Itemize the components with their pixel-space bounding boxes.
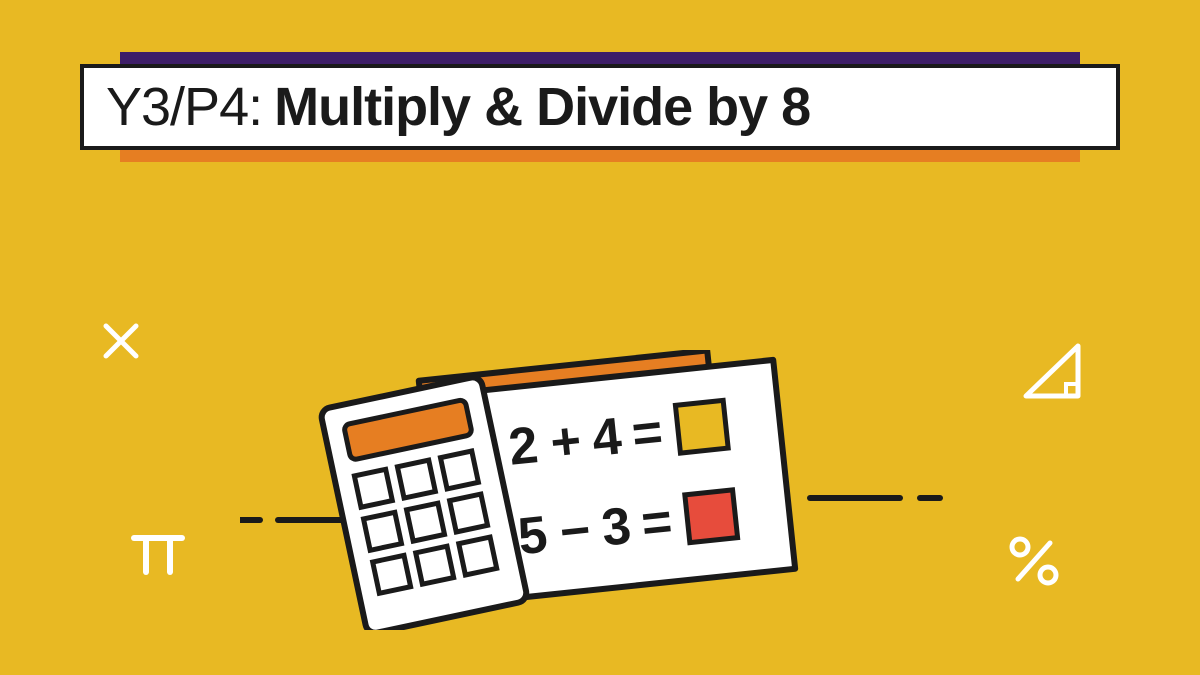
eq2-b: 3	[599, 497, 634, 558]
title-box: Y3/P4: Multiply & Divide by 8	[80, 64, 1120, 150]
pi-icon	[130, 530, 186, 583]
multiply-icon	[100, 320, 142, 367]
title-banner: Y3/P4: Multiply & Divide by 8	[80, 52, 1120, 162]
percent-icon	[1008, 535, 1060, 592]
title-main: Multiply & Divide by 8	[274, 76, 810, 138]
eq2-answer-box	[685, 490, 738, 543]
eq1-op: +	[548, 412, 584, 473]
eq1-answer-box	[675, 400, 728, 453]
main-illustration: 2 + 4 = 5 − 3 =	[240, 350, 960, 630]
eq2-op: −	[557, 501, 593, 562]
triangle-icon	[1020, 340, 1090, 410]
title-prefix: Y3/P4:	[106, 76, 262, 138]
eq1-b: 4	[589, 407, 624, 468]
eq1-a: 2	[506, 416, 541, 477]
svg-text:=: =	[639, 493, 675, 554]
svg-text:=: =	[629, 403, 665, 464]
